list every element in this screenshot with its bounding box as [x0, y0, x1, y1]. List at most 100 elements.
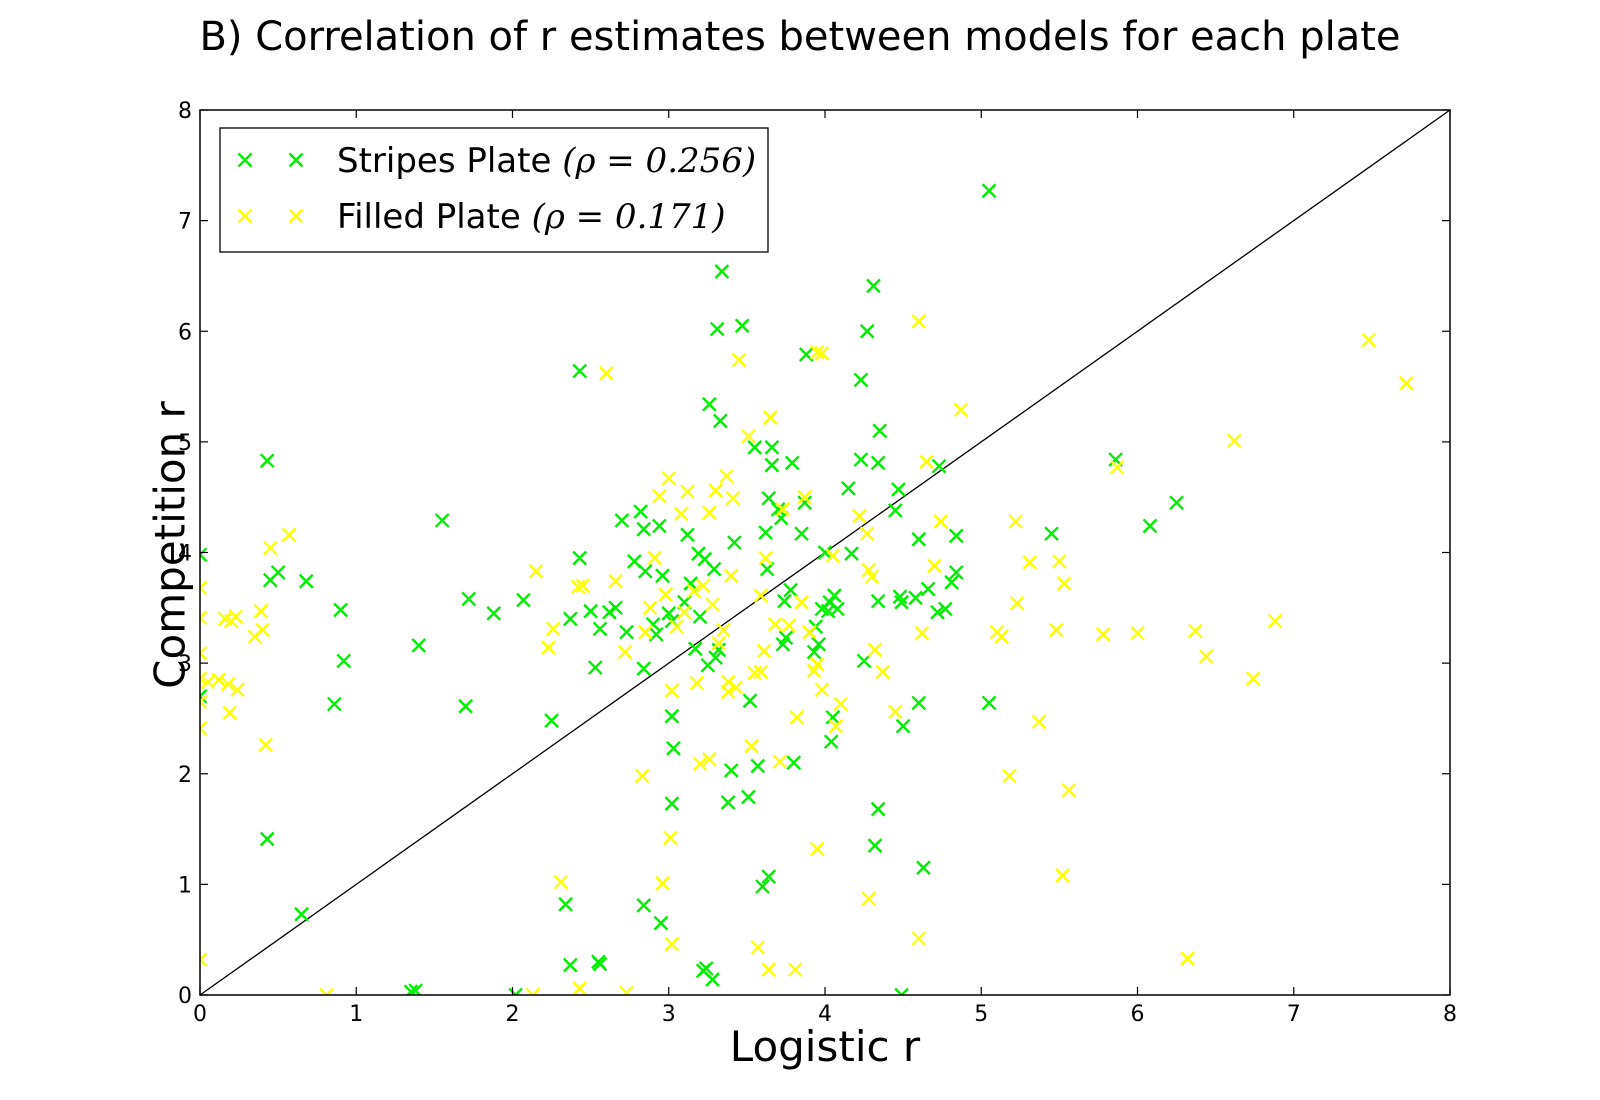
- data-point: [1008, 514, 1023, 529]
- data-point: [562, 611, 578, 627]
- data-point: [750, 940, 766, 955]
- data-point: [919, 454, 934, 470]
- data-point: [767, 617, 783, 632]
- data-point: [1095, 627, 1111, 642]
- series-filled-plate: [200, 313, 1414, 995]
- data-point: [714, 264, 730, 279]
- data-point: [872, 423, 888, 439]
- series-stripes-plate: [200, 183, 1184, 995]
- data-point: [908, 590, 923, 606]
- data-point: [806, 644, 822, 660]
- data-point: [669, 619, 684, 634]
- x-tick-label: 4: [818, 1002, 832, 1027]
- data-point: [614, 513, 630, 528]
- y-tick-label: 7: [178, 210, 192, 235]
- data-point: [619, 985, 634, 995]
- data-point: [948, 528, 964, 544]
- data-point: [200, 674, 216, 690]
- data-point: [794, 526, 809, 542]
- data-point: [689, 675, 705, 691]
- data-point: [817, 545, 833, 560]
- data-point: [758, 550, 773, 566]
- data-point: [789, 709, 805, 725]
- data-point: [673, 506, 689, 522]
- data-point: [747, 440, 763, 455]
- data-point: [705, 597, 720, 612]
- legend-marker: [237, 208, 253, 224]
- data-point: [911, 931, 927, 946]
- data-point: [662, 830, 678, 846]
- data-point: [1002, 768, 1017, 784]
- data-point: [486, 605, 502, 621]
- chart-title: B) Correlation of r estimates between mo…: [199, 14, 1401, 60]
- data-point: [833, 696, 848, 712]
- data-point: [797, 495, 813, 511]
- data-point: [742, 693, 758, 709]
- data-point: [720, 795, 736, 810]
- data-point: [825, 709, 841, 725]
- data-point: [695, 578, 711, 594]
- x-tick-label: 7: [1287, 1002, 1301, 1027]
- data-point: [887, 704, 903, 720]
- data-point: [944, 575, 959, 590]
- data-point: [525, 987, 541, 995]
- x-tick-label: 1: [349, 1002, 363, 1027]
- data-point: [558, 896, 573, 912]
- data-point: [802, 624, 817, 640]
- data-point: [1361, 332, 1377, 348]
- data-point: [1056, 576, 1072, 591]
- data-point: [719, 468, 734, 484]
- data-point: [853, 452, 869, 467]
- data-point: [653, 915, 669, 931]
- data-point: [270, 565, 286, 580]
- data-point: [228, 609, 244, 625]
- data-point: [741, 789, 756, 805]
- data-point: [875, 664, 891, 680]
- data-point: [750, 758, 766, 774]
- data-point: [572, 981, 588, 995]
- data-point: [516, 592, 531, 608]
- data-point: [720, 684, 736, 700]
- data-point: [764, 457, 780, 473]
- data-point: [664, 796, 680, 811]
- data-point: [222, 705, 238, 721]
- data-point: [666, 740, 681, 756]
- data-point: [809, 841, 825, 857]
- data-point: [798, 347, 814, 362]
- data-point: [708, 483, 723, 498]
- data-point: [856, 653, 872, 669]
- data-point: [870, 801, 886, 817]
- data-point: [830, 601, 845, 617]
- data-point: [859, 526, 875, 542]
- plot-marks: [200, 110, 1450, 995]
- data-point: [794, 594, 809, 610]
- data-point: [572, 550, 588, 566]
- data-point: [461, 591, 477, 607]
- y-tick-label: 3: [178, 652, 192, 677]
- y-tick-label: 2: [178, 763, 192, 788]
- data-point: [692, 609, 708, 625]
- data-point: [937, 601, 953, 617]
- data-point: [592, 956, 608, 972]
- data-point: [652, 518, 667, 534]
- data-point: [411, 638, 427, 653]
- data-point: [706, 561, 722, 577]
- x-tick-label: 0: [193, 1002, 207, 1027]
- y-tick-label: 0: [178, 984, 192, 1009]
- data-point: [784, 455, 800, 471]
- axes: 0 1 2 3 4 5 6 7 8 0 1 2 3 4 5 6 7 8: [178, 99, 1457, 1027]
- data-point: [403, 984, 419, 995]
- data-point: [200, 671, 208, 686]
- data-point: [637, 563, 653, 579]
- legend-entry-label: Stripes Plate (ρ = 0.256): [337, 141, 756, 181]
- data-point: [859, 323, 875, 339]
- data-point: [572, 363, 588, 379]
- data-point: [853, 372, 869, 388]
- data-point: [619, 624, 634, 640]
- data-point: [545, 621, 561, 637]
- x-axis-label: Logistic r: [729, 1022, 921, 1071]
- data-point: [680, 484, 695, 500]
- data-point: [870, 593, 886, 609]
- data-point: [827, 588, 842, 603]
